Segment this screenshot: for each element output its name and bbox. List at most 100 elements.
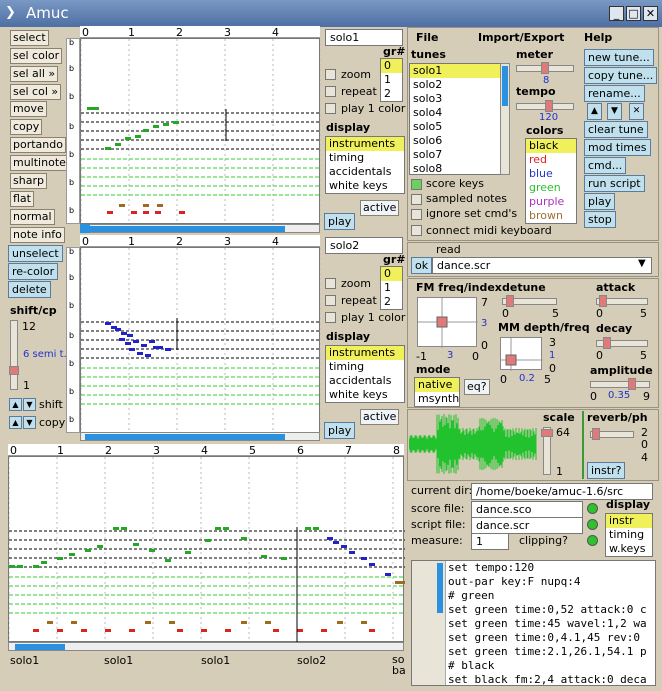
shift-down-button[interactable]: ▼ — [23, 398, 36, 411]
current-dir-field[interactable]: /home/boeke/amuc-1.6/src — [471, 483, 653, 500]
copy-down-button[interactable]: ▼ — [23, 416, 36, 429]
decay-slider[interactable] — [596, 340, 648, 347]
tune-button-5[interactable]: cmd... — [584, 157, 627, 174]
shift-slider[interactable] — [10, 320, 18, 390]
script-file-field[interactable]: dance.scr — [471, 517, 583, 534]
color-item[interactable]: red — [529, 153, 548, 166]
score1-play1color-checkbox[interactable] — [325, 103, 336, 114]
sel-button-1[interactable]: re-color — [8, 263, 59, 280]
score2-zoom-checkbox[interactable] — [325, 278, 336, 289]
fm-freq-index-pad[interactable] — [417, 297, 478, 348]
score1-active-button[interactable]: active — [360, 200, 400, 216]
attack-slider[interactable] — [596, 298, 648, 305]
decay-slider-thumb[interactable] — [603, 337, 611, 349]
meter-slider-thumb[interactable] — [541, 62, 549, 74]
read-ok-button[interactable]: ok — [411, 257, 433, 274]
tune-item[interactable]: solo5 — [413, 120, 443, 133]
copy-up-button[interactable]: ▲ — [9, 416, 22, 429]
tune-item[interactable]: solo2 — [413, 78, 443, 91]
tune-button-4[interactable]: mod times — [584, 139, 651, 156]
tool-button-4[interactable]: move — [10, 101, 47, 117]
score2-scrollbar[interactable] — [80, 432, 320, 441]
score1-display-list[interactable]: instruments timing accidentals white keys — [325, 136, 405, 194]
files-display-list[interactable]: instr timing w.keys — [605, 513, 653, 557]
sel-button-0[interactable]: unselect — [8, 245, 63, 262]
score2-repeat-checkbox[interactable] — [325, 295, 336, 306]
tool-button-1[interactable]: sel color — [10, 48, 63, 64]
score1-canvas[interactable] — [80, 38, 321, 225]
midi-keyboard-checkbox[interactable] — [411, 225, 422, 236]
tool-button-10[interactable]: normal — [10, 209, 55, 225]
score-keys-checkbox[interactable] — [411, 179, 422, 190]
eq-button[interactable]: eq? — [464, 379, 490, 395]
score2-display-list[interactable]: instruments timing accidentals white keys — [325, 345, 405, 403]
menu-import-export[interactable]: Import/Export — [478, 31, 565, 44]
main-score-scrollbar[interactable] — [8, 642, 404, 651]
shift-up-button[interactable]: ▲ — [9, 398, 22, 411]
score1-repeat-checkbox[interactable] — [325, 86, 336, 97]
tool-button-7[interactable]: multinote — [10, 155, 69, 171]
tune-item[interactable]: solo7 — [413, 148, 443, 161]
mode-list[interactable]: native msynth — [414, 377, 460, 407]
tool-button-2[interactable]: sel all » — [10, 66, 59, 82]
tool-button-8[interactable]: sharp — [10, 173, 47, 189]
menu-file[interactable]: File — [416, 31, 439, 44]
tool-button-5[interactable]: copy — [10, 119, 43, 135]
color-item[interactable]: brown — [529, 209, 563, 222]
maximize-button[interactable]: □ — [626, 6, 641, 21]
score2-play1color-checkbox[interactable] — [325, 312, 336, 323]
tempo-slider-thumb[interactable] — [545, 100, 553, 112]
tune-item[interactable]: solo4 — [413, 106, 443, 119]
tune-button-3[interactable]: clear tune — [584, 121, 648, 138]
window-menu-icon[interactable]: ❯ — [5, 5, 16, 20]
color-item[interactable]: black — [526, 139, 576, 153]
tune-item[interactable]: solo8 — [413, 162, 443, 175]
minimize-button[interactable]: _ — [609, 6, 624, 21]
tool-button-6[interactable]: portando — [10, 137, 66, 153]
tune-button-0[interactable]: new tune... — [584, 49, 654, 66]
script-editor[interactable]: set tempo:120 out-par key:F nupq:4 # green… — [411, 560, 656, 686]
colors-list[interactable]: black red blue green purple brown — [525, 138, 577, 224]
color-item[interactable]: blue — [529, 167, 553, 180]
scale-slider-thumb[interactable] — [541, 429, 553, 437]
tune-item[interactable]: solo6 — [413, 134, 443, 147]
sampled-notes-checkbox[interactable] — [411, 194, 422, 205]
amplitude-slider-thumb[interactable] — [628, 378, 636, 390]
sel-button-2[interactable]: delete — [8, 281, 51, 298]
tune-button-7[interactable]: play — [584, 193, 616, 210]
ignore-set-checkbox[interactable] — [411, 209, 422, 220]
detune-slider[interactable] — [502, 298, 557, 305]
score2-active-button[interactable]: active — [360, 409, 400, 425]
score1-play-button[interactable]: play — [324, 213, 356, 230]
instr-button[interactable]: instr? — [587, 462, 626, 479]
tune-button-1[interactable]: copy tune... — [584, 67, 658, 84]
tool-button-9[interactable]: flat — [10, 191, 34, 207]
tune-button-2[interactable]: rename... — [584, 85, 645, 102]
score1-scroll-thumb[interactable] — [80, 224, 90, 233]
tool-button-0[interactable]: select — [10, 30, 49, 46]
reverb-slider[interactable] — [590, 431, 634, 438]
close-button[interactable]: ✕ — [643, 6, 658, 21]
main-score-canvas[interactable] — [8, 456, 405, 643]
measure-field[interactable]: 1 — [471, 533, 509, 550]
score-file-field[interactable]: dance.sco — [471, 501, 583, 518]
tune-item[interactable]: solo1 — [410, 64, 503, 78]
reverb-slider-thumb[interactable] — [592, 428, 600, 440]
score2-name-field[interactable]: solo2 — [325, 237, 403, 254]
tool-button-11[interactable]: note info — [10, 227, 65, 243]
menu-help[interactable]: Help — [584, 31, 613, 44]
shift-slider-thumb[interactable] — [9, 366, 19, 375]
tune-button-6[interactable]: run script — [584, 175, 645, 192]
score1-name-field[interactable]: solo1 — [325, 29, 403, 46]
color-item[interactable]: green — [529, 181, 561, 194]
color-item[interactable]: purple — [529, 195, 565, 208]
scale-slider[interactable] — [543, 427, 551, 475]
tool-button-3[interactable]: sel col » — [10, 84, 62, 100]
delete-tune-button[interactable]: ✕ — [629, 103, 644, 120]
tunes-list[interactable]: solo1 solo2 solo3 solo4 solo5 solo6 solo7 solo8 — [409, 63, 504, 175]
score1-zoom-checkbox[interactable] — [325, 69, 336, 80]
attack-slider-thumb[interactable] — [599, 295, 607, 307]
score2-canvas[interactable] — [80, 247, 321, 434]
